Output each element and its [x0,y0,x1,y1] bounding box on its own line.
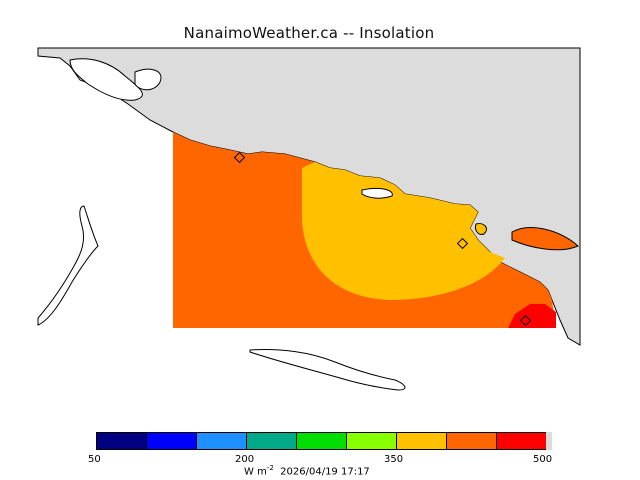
colorbar-segment [396,432,447,450]
station-marker [233,151,246,164]
units-exponent: -2 [266,464,274,472]
island-south [249,349,406,391]
insolation-field-red [508,304,556,328]
colorbar [96,432,552,452]
colorbar-segment [496,432,547,450]
timestamp: 2026/04/19 17:17 [280,466,370,478]
colorbar-tail [546,432,552,450]
colorbar-tick: 50 [88,454,101,465]
colorbar-tick: 200 [235,454,255,465]
inlet-east2 [475,223,487,235]
colorbar-segment [196,432,247,450]
colorbar-tick: 500 [533,454,553,465]
colorbar-segment [146,432,197,450]
colorbar-segment [446,432,497,450]
colorbar-segment [96,432,147,450]
island-west [37,205,99,326]
inlet-east [511,227,579,251]
station-marker [519,314,532,327]
insolation-field-yellow [301,162,505,300]
colorbar-segment [296,432,347,450]
colorbar-tick: 350 [384,454,404,465]
inlet-small [134,68,162,91]
inlet-mid [361,187,393,199]
colorbar-segment [246,432,297,450]
inlet-north [69,58,143,101]
units-text: W m [244,466,267,478]
units-caption: W m-2 2026/04/19 17:17 [244,464,370,477]
colorbar-segment [346,432,397,450]
map-title: NanaimoWeather.ca -- Insolation [183,24,435,42]
station-marker [456,237,469,250]
